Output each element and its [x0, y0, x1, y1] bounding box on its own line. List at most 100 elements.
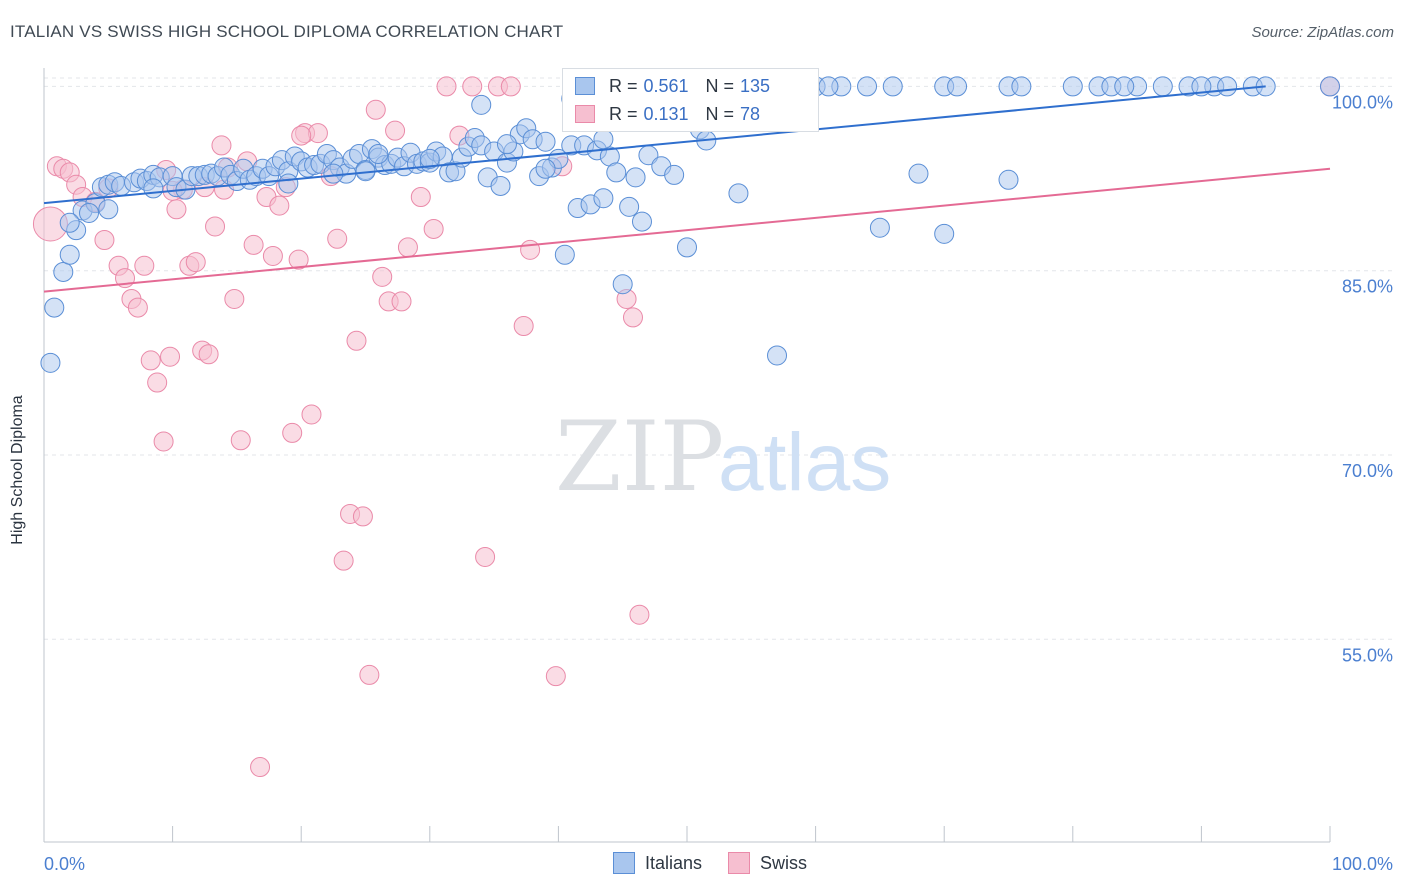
y-axis-label: High School Diploma — [9, 395, 26, 545]
y-tick-label: 85.0% — [1342, 277, 1393, 297]
italians-point — [818, 76, 839, 97]
italians-point — [593, 129, 614, 150]
swiss-point — [160, 346, 181, 367]
italians-point — [1320, 76, 1340, 97]
italians-point — [728, 183, 749, 204]
italians-point — [1062, 76, 1083, 97]
swiss-point — [500, 76, 521, 97]
italians-point — [419, 148, 440, 169]
swiss-point — [622, 307, 643, 328]
italians-point — [947, 76, 968, 97]
swiss-point — [520, 239, 541, 260]
italians-point — [677, 237, 697, 258]
italians-point — [869, 217, 890, 238]
italians-point — [323, 163, 344, 184]
y-tick-label: 70.0% — [1342, 461, 1393, 481]
watermark: ZIP atlas — [555, 401, 891, 513]
italians-point — [535, 131, 556, 152]
italians-point — [59, 212, 80, 233]
swiss-point — [166, 199, 187, 220]
italians-point — [619, 196, 640, 217]
swiss-point — [385, 120, 406, 141]
y-tick-label: 100.0% — [1332, 92, 1393, 112]
italians-trend-line — [43, 85, 1266, 205]
swiss-point — [462, 76, 483, 97]
swiss-point — [205, 216, 226, 237]
swiss-point — [513, 316, 534, 336]
watermark-zip: ZIP — [555, 401, 724, 513]
legend-item-italians[interactable]: Italians — [613, 852, 702, 874]
swiss-point — [127, 297, 148, 318]
axes — [43, 68, 1331, 843]
italians-point — [368, 144, 389, 164]
stats-legend: R = 0.561 N = 135 R = 0.131 N = 78 — [562, 68, 819, 132]
swiss-point — [629, 604, 650, 625]
swiss-point — [333, 550, 354, 571]
italians-r-label: R = — [609, 75, 638, 96]
legend-item-swiss[interactable]: Swiss — [728, 852, 807, 874]
italians-point — [143, 178, 164, 199]
italians-point — [554, 244, 575, 265]
italians-n-label: N = — [705, 75, 735, 96]
legend-italians-label: Italians — [645, 852, 703, 873]
swiss-point — [282, 422, 303, 443]
italians-point — [59, 244, 80, 265]
italians-r-value: 0.561 — [643, 75, 689, 96]
swiss-point — [352, 506, 373, 527]
italians-point — [625, 167, 646, 188]
italians-point — [593, 188, 614, 209]
italians-point — [767, 345, 788, 366]
italians-point — [1152, 76, 1173, 97]
swiss-point — [346, 330, 367, 351]
swiss-point — [94, 230, 115, 250]
y-tick-labels: 100.0% 85.0% 70.0% 55.0% — [1332, 92, 1393, 665]
x-tick-label: 100.0% — [1332, 854, 1393, 874]
swiss-point — [211, 135, 232, 156]
italians-point — [1217, 76, 1238, 97]
swiss-point — [391, 291, 412, 312]
italians-point — [40, 352, 61, 373]
swiss-point — [327, 228, 348, 249]
y-tick-label: 55.0% — [1342, 645, 1393, 665]
source-credit: Source: ZipAtlas.com — [1251, 24, 1394, 41]
swiss-trend-line — [43, 167, 1331, 293]
swiss-point — [436, 76, 457, 97]
swiss-point — [198, 344, 219, 365]
italians-point — [1011, 76, 1032, 97]
italians-point — [998, 169, 1019, 190]
swiss-point — [262, 245, 283, 266]
swiss-point — [288, 249, 309, 270]
swiss-n-label: N = — [705, 103, 735, 124]
legend-row-italians: R = 0.561 N = 135 — [575, 73, 770, 99]
italians-point — [934, 223, 955, 244]
italians-point — [908, 163, 929, 184]
swiss-point — [250, 757, 271, 778]
swiss-point — [224, 288, 245, 309]
italians-n-value: 135 — [740, 75, 771, 96]
watermark-atlas: atlas — [718, 417, 891, 508]
italians-point — [882, 76, 903, 97]
italians-point — [857, 76, 878, 97]
chart-title: ITALIAN VS SWISS HIGH SCHOOL DIPLOMA COR… — [10, 22, 564, 41]
swiss-point — [153, 431, 174, 452]
swiss-point — [147, 372, 168, 393]
legend-italians-swatch — [613, 852, 635, 874]
swiss-point — [545, 666, 566, 687]
italians-point — [79, 202, 100, 223]
swiss-point — [301, 404, 322, 425]
swiss-point — [307, 123, 328, 144]
swiss-point — [397, 237, 418, 258]
italians-swatch — [575, 77, 595, 95]
swiss-point — [359, 664, 380, 685]
italians-point — [606, 162, 627, 183]
italians-point — [631, 211, 652, 232]
italians-point — [496, 134, 517, 155]
swiss-point — [291, 125, 312, 146]
italians-point — [490, 175, 511, 196]
italians-point — [44, 297, 65, 318]
italians-point — [98, 199, 119, 220]
italians-point — [278, 173, 299, 194]
x-tick-labels: 0.0% 100.0% — [44, 854, 1393, 874]
italians-point — [1114, 76, 1135, 97]
x-tick-label: 0.0% — [44, 854, 85, 874]
